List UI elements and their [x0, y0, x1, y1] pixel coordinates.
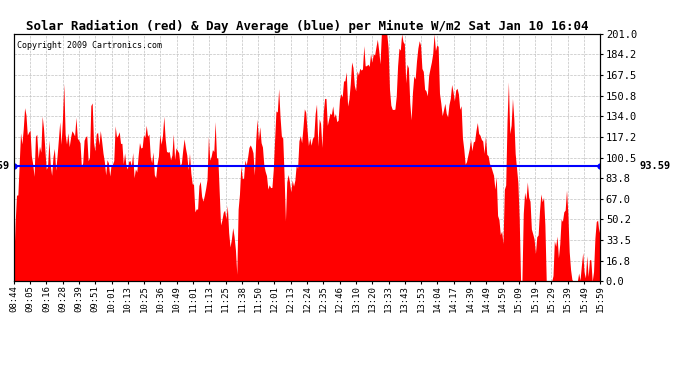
Title: Solar Radiation (red) & Day Average (blue) per Minute W/m2 Sat Jan 10 16:04: Solar Radiation (red) & Day Average (blu… — [26, 20, 589, 33]
Text: 93.59: 93.59 — [639, 161, 671, 171]
Text: Copyright 2009 Cartronics.com: Copyright 2009 Cartronics.com — [17, 41, 161, 50]
Text: 93.59: 93.59 — [0, 161, 10, 171]
